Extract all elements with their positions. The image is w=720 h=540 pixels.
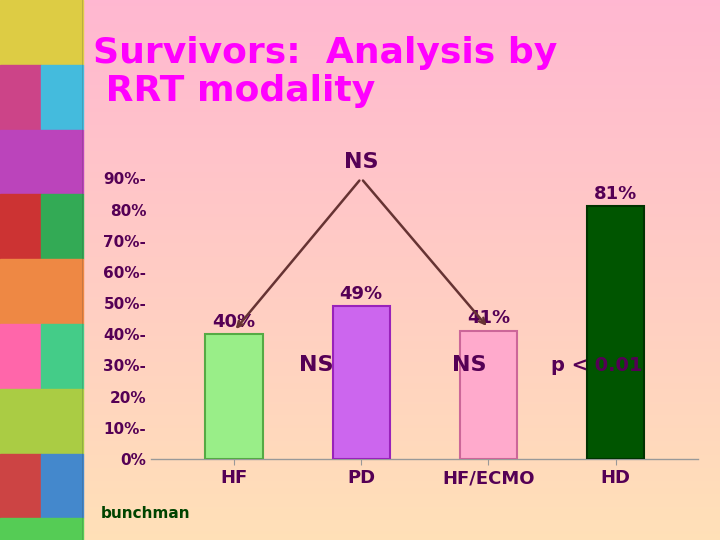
Bar — [42, 324, 83, 389]
Text: 41%: 41% — [467, 309, 510, 327]
Text: Survivors:  Analysis by
 RRT modality: Survivors: Analysis by RRT modality — [93, 36, 557, 107]
Bar — [0, 324, 42, 389]
Bar — [333, 306, 390, 459]
Text: NS: NS — [344, 152, 379, 172]
Bar — [587, 206, 644, 459]
Text: NS: NS — [452, 355, 487, 375]
Bar — [0, 65, 42, 130]
Bar — [42, 454, 83, 518]
Text: 49%: 49% — [340, 285, 383, 302]
Bar — [460, 331, 517, 459]
Text: 40%: 40% — [212, 313, 256, 330]
Bar — [205, 334, 263, 459]
Text: 81%: 81% — [594, 185, 637, 202]
Bar — [0, 259, 83, 324]
Bar — [42, 65, 83, 130]
Text: p < 0.01: p < 0.01 — [551, 356, 642, 375]
Text: bunchman: bunchman — [101, 506, 190, 521]
Bar — [0, 0, 83, 65]
Bar — [42, 194, 83, 259]
Bar — [0, 389, 83, 454]
Bar — [0, 518, 83, 540]
Bar — [0, 130, 83, 194]
Bar — [0, 194, 42, 259]
Bar — [0, 454, 42, 518]
Text: NS: NS — [300, 355, 334, 375]
